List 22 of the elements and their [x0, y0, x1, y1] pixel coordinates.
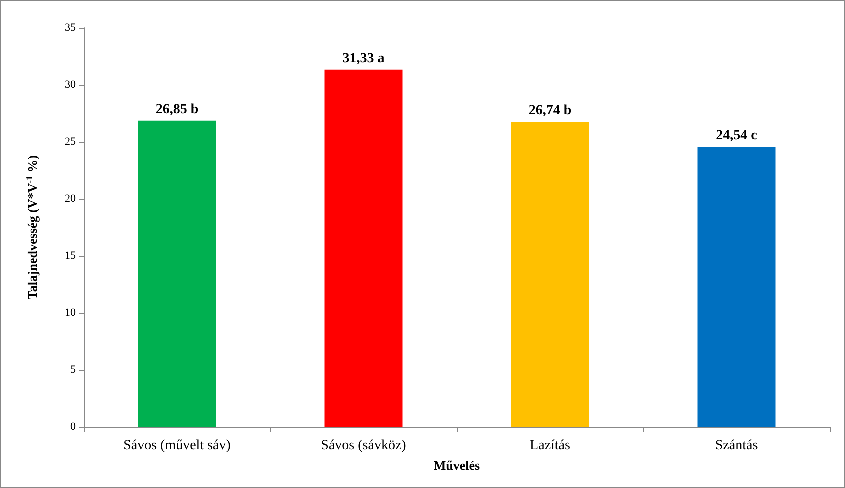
- x-tick-label: Szántás: [715, 438, 758, 454]
- data-label: 24,54 c: [716, 128, 758, 144]
- y-tick-label: 25: [65, 136, 76, 148]
- y-tick-label: 20: [65, 193, 76, 205]
- y-tick-label: 10: [65, 307, 76, 319]
- data-label: 26,74 b: [528, 104, 572, 119]
- y-tick-label: 30: [65, 79, 76, 91]
- x-axis-title: Művelés: [434, 458, 480, 473]
- data-label: 26,85 b: [156, 102, 199, 118]
- data-label: 31,33 a: [342, 51, 385, 66]
- y-tick-label: 15: [65, 250, 76, 262]
- bar: [138, 120, 216, 427]
- y-tick-label: 0: [70, 421, 76, 433]
- bar: [511, 122, 590, 427]
- y-tick-label: 35: [65, 22, 76, 34]
- x-tick-label: Lazítás: [530, 438, 570, 454]
- y-tick-label: 5: [70, 364, 76, 376]
- x-tick-label: Sávos (művelt sáv): [124, 438, 232, 454]
- bar: [698, 147, 776, 427]
- y-axis-title: Talajnedvesség (V*V-1 %): [24, 155, 40, 300]
- bar: [324, 70, 403, 427]
- x-tick-label: Sávos (sávköz): [321, 438, 407, 454]
